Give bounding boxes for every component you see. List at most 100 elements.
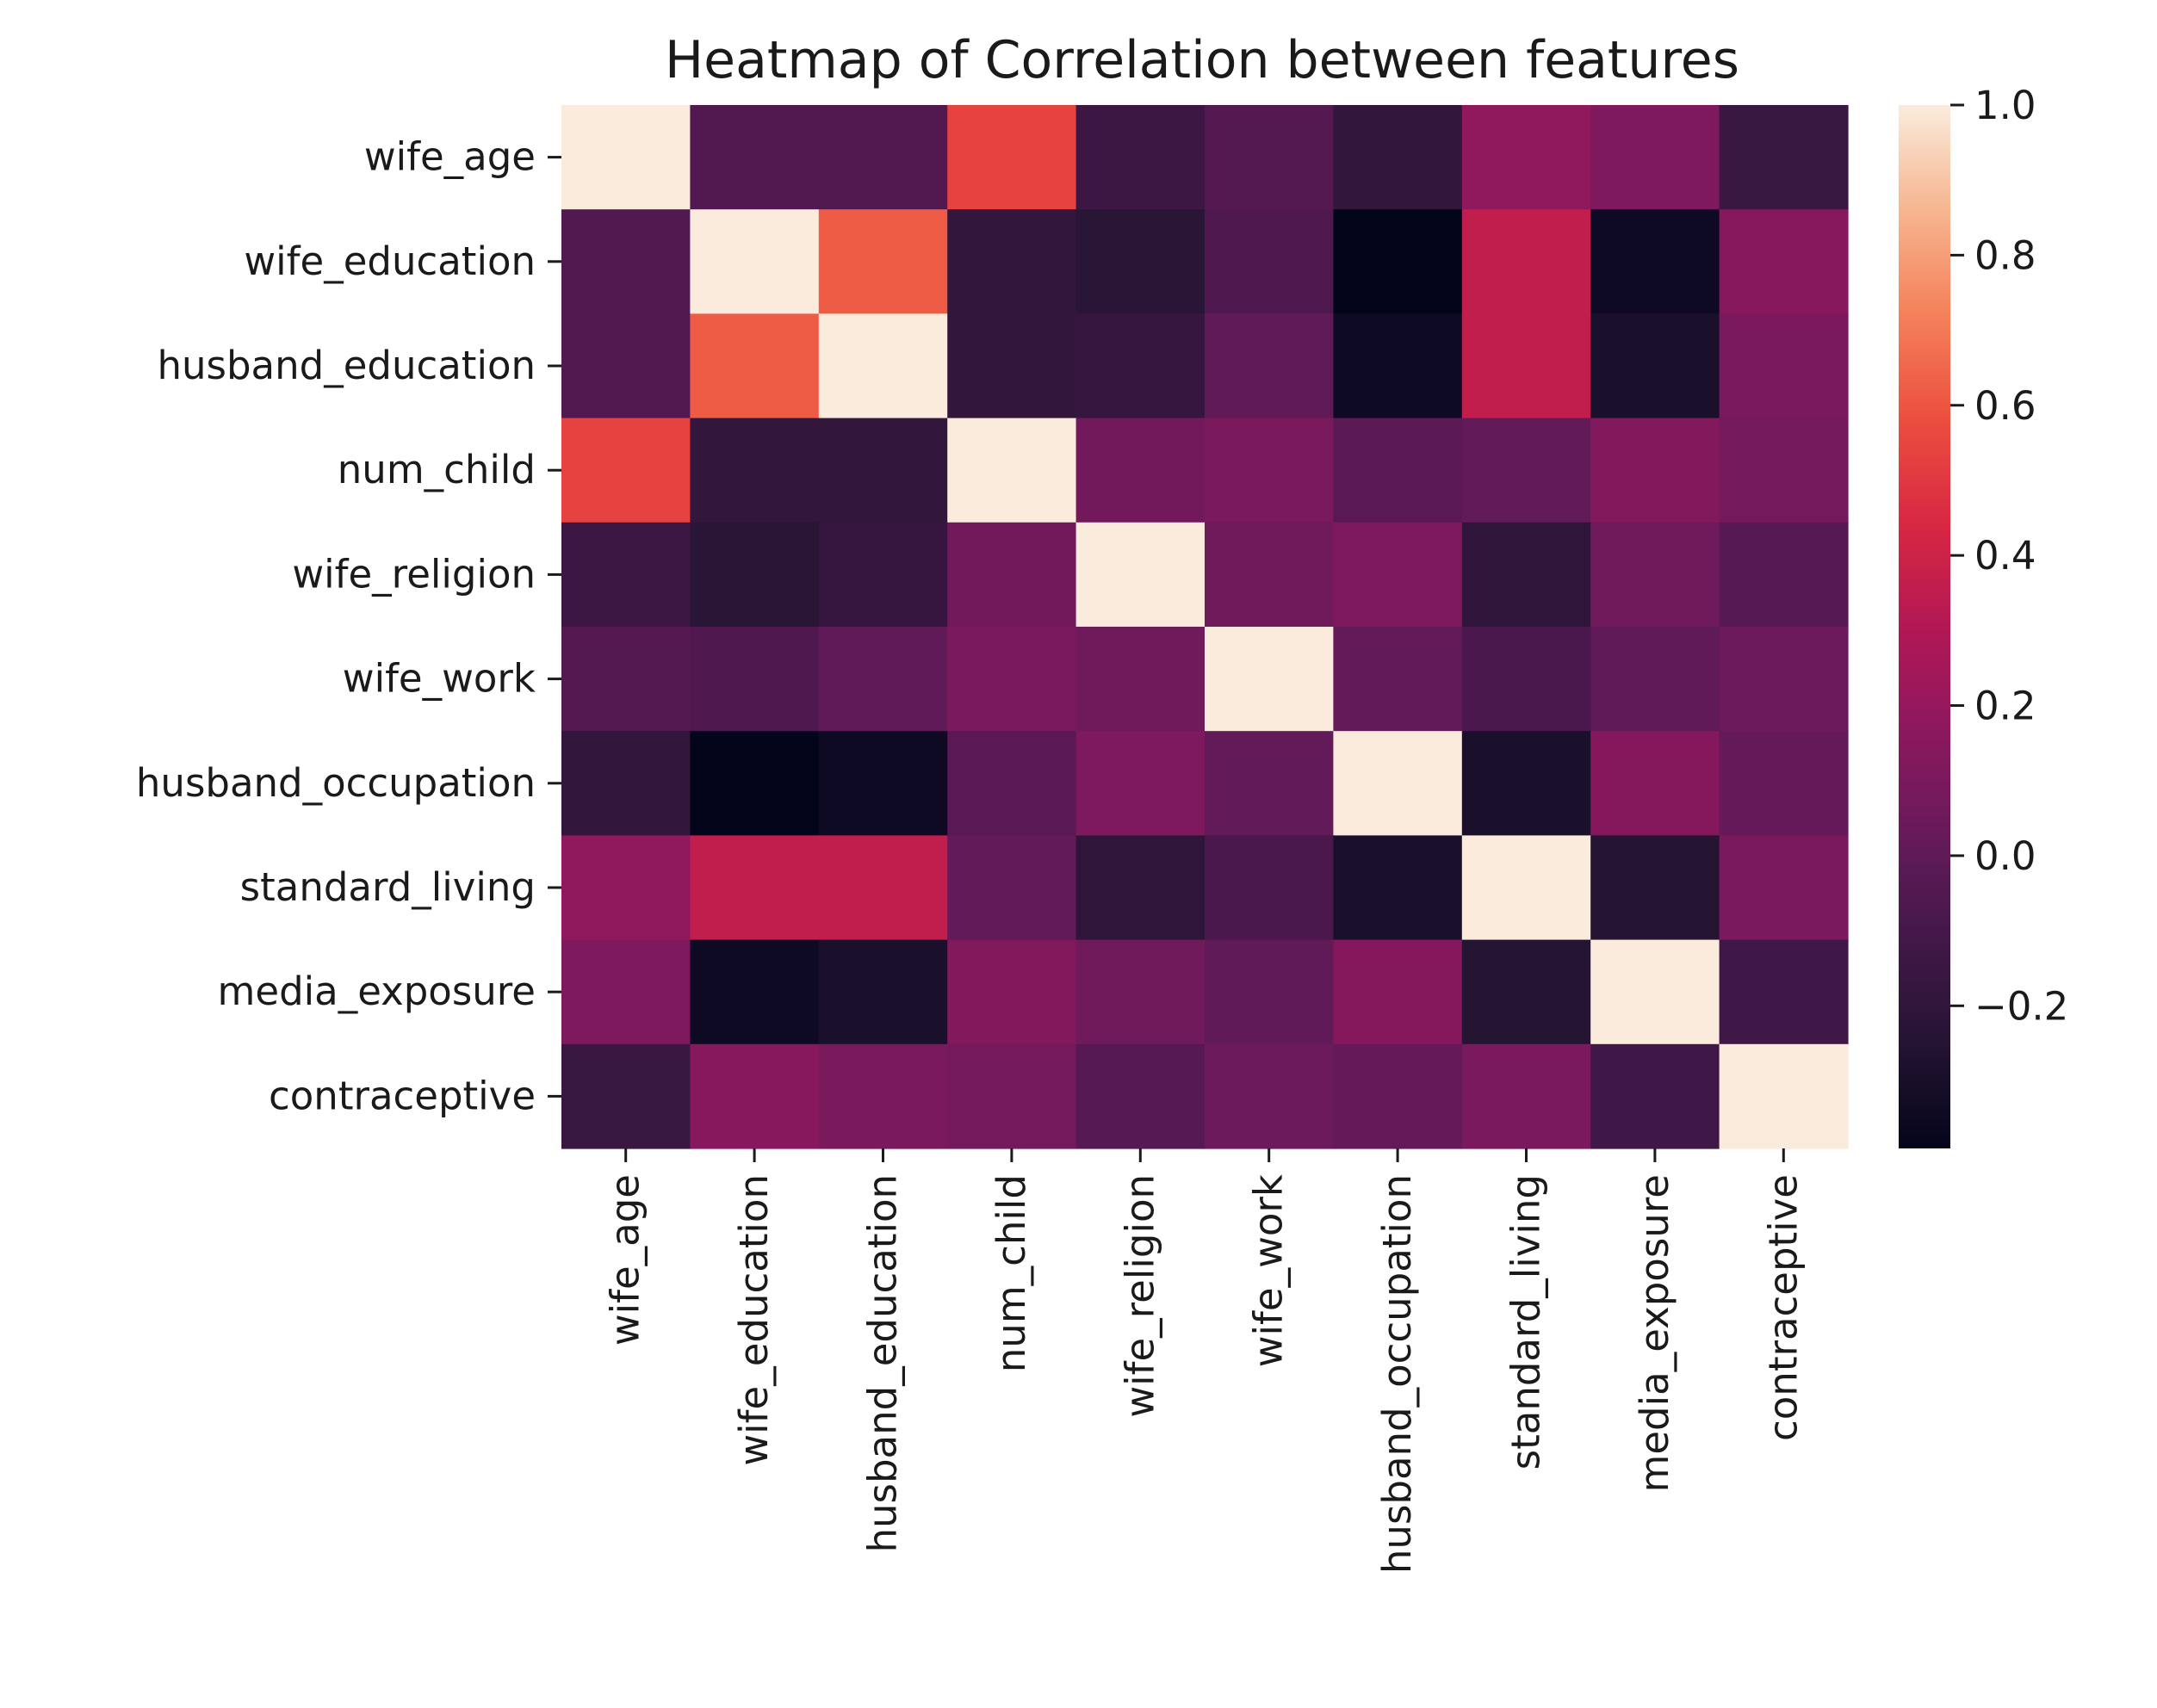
heatmap-cell	[1333, 627, 1463, 732]
row-label: husband_education	[158, 343, 536, 388]
heatmap-cell	[1333, 418, 1463, 523]
heatmap-cell	[1590, 522, 1720, 628]
heatmap-cell	[1333, 835, 1463, 941]
heatmap-cell	[1719, 939, 1849, 1045]
heatmap-cell	[1075, 209, 1206, 314]
colorbar-tick-label: 0.8	[1974, 232, 2036, 278]
row-labels: wife_age wife_education husband_educationn…	[136, 134, 561, 1118]
heatmap-cell	[690, 418, 820, 523]
heatmap-cell	[690, 105, 820, 210]
row-label: wife_work	[343, 656, 536, 702]
heatmap-cell	[1461, 209, 1591, 314]
heatmap-cell	[1461, 835, 1591, 941]
heatmap-cell	[1719, 627, 1849, 732]
colorbar-tick-label: 0.2	[1974, 684, 2036, 729]
heatmap-cell	[1719, 105, 1849, 210]
column-label: num_child	[989, 1174, 1034, 1372]
heatmap-cell	[1205, 627, 1334, 732]
column-label: contraceptive	[1760, 1174, 1806, 1441]
colorbar-tick-label: 0.0	[1974, 833, 2036, 879]
heatmap-cell	[947, 522, 1077, 628]
heatmap-cell	[947, 731, 1077, 836]
row-label: standard_living	[240, 864, 536, 910]
heatmap-cell	[1719, 209, 1849, 314]
heatmap-cell	[1205, 731, 1334, 836]
heatmap-cell	[1590, 835, 1720, 941]
heatmap-cell	[818, 105, 948, 210]
heatmap-cell	[1590, 209, 1720, 314]
heatmap-cell	[690, 522, 820, 628]
heatmap-cell	[1461, 731, 1591, 836]
heatmap-cell	[1461, 522, 1591, 628]
heatmap-cell	[818, 1043, 948, 1149]
heatmap-cell	[690, 1043, 820, 1149]
colorbar-tick-label: −0.2	[1974, 983, 2068, 1029]
column-label: wife_education	[731, 1174, 777, 1466]
heatmap-cell	[947, 209, 1077, 314]
heatmap-cell	[690, 313, 820, 419]
heatmap-cell	[947, 1043, 1077, 1149]
heatmap-cell	[818, 731, 948, 836]
heatmap-cell	[818, 313, 948, 419]
colorbar: 1.0 0.8 0.6 0.4 0.2 0.0 −0.2	[1899, 83, 2068, 1148]
heatmap-cell	[1719, 731, 1849, 836]
heatmap-cell	[1461, 627, 1591, 732]
heatmap-cell	[1590, 731, 1720, 836]
heatmap-cell	[1205, 939, 1334, 1045]
colorbar-tick-label: 0.4	[1974, 533, 2036, 579]
heatmap-cell	[561, 835, 691, 941]
colorbar-gradient	[1899, 105, 1950, 1148]
heatmap-cell	[818, 627, 948, 732]
row-label: media_exposure	[218, 968, 536, 1014]
heatmap-cell	[561, 313, 691, 419]
heatmap-cell	[1719, 522, 1849, 628]
heatmap-cell	[1719, 313, 1849, 419]
heatmap-cells	[561, 105, 1849, 1149]
column-label: standard_living	[1503, 1174, 1549, 1470]
heatmap-cell	[1205, 522, 1334, 628]
column-label: husband_occupation	[1374, 1174, 1420, 1574]
heatmap-cell	[1461, 313, 1591, 419]
column-label: media_exposure	[1632, 1174, 1677, 1492]
heatmap-cell	[947, 835, 1077, 941]
column-label: wife_age	[603, 1174, 648, 1346]
heatmap-cell	[947, 313, 1077, 419]
heatmap-cell	[1590, 313, 1720, 419]
heatmap-cell	[1461, 418, 1591, 523]
heatmap-cell	[1205, 209, 1334, 314]
heatmap-cell	[1590, 105, 1720, 210]
heatmap-cell	[1590, 627, 1720, 732]
heatmap-cell	[1205, 1043, 1334, 1149]
heatmap-cell	[818, 522, 948, 628]
row-label: wife_religion	[292, 551, 536, 597]
heatmap-cell	[561, 209, 691, 314]
heatmap-cell	[818, 939, 948, 1045]
heatmap-cell	[947, 939, 1077, 1045]
heatmap-cell	[1205, 835, 1334, 941]
heatmap-cell	[1719, 418, 1849, 523]
heatmap-cell	[1075, 939, 1206, 1045]
heatmap-cell	[1719, 1043, 1849, 1149]
row-label: wife_education	[244, 238, 536, 284]
heatmap-cell	[1075, 835, 1206, 941]
heatmap-cell	[690, 939, 820, 1045]
heatmap-cell	[1590, 939, 1720, 1045]
column-label: wife_work	[1246, 1174, 1292, 1367]
colorbar-tick-label: 0.6	[1974, 383, 2036, 429]
heatmap-cell	[1205, 313, 1334, 419]
heatmap-cell	[690, 835, 820, 941]
heatmap-cell	[690, 627, 820, 732]
heatmap-cell	[1205, 418, 1334, 523]
heatmap-cell	[561, 939, 691, 1045]
heatmap-cell	[690, 731, 820, 836]
colorbar-tick-label: 1.0	[1974, 83, 2036, 128]
row-label: num_child	[338, 447, 536, 492]
heatmap-cell	[818, 418, 948, 523]
heatmap-cell	[561, 105, 691, 210]
heatmap-cell	[1719, 835, 1849, 941]
heatmap-cell	[1333, 522, 1463, 628]
heatmap-cell	[1205, 105, 1334, 210]
heatmap-cell	[561, 1043, 691, 1149]
heatmap-cell	[818, 835, 948, 941]
